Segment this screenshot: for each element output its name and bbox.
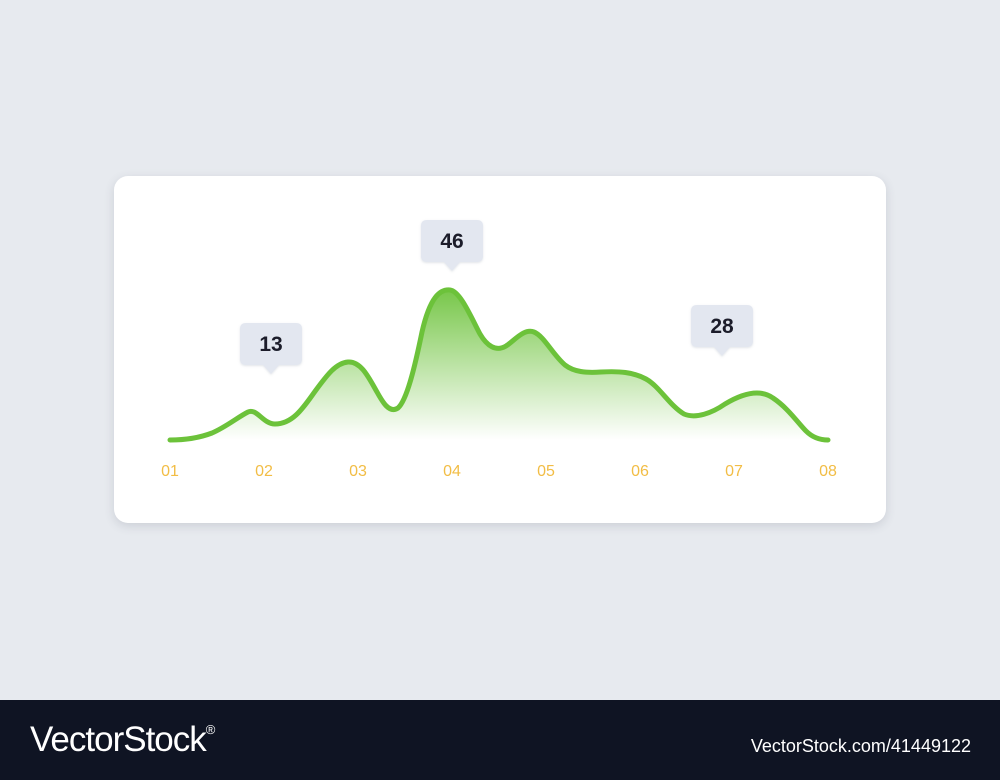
value-callout: 28 [691,305,753,356]
x-tick-label: 01 [161,463,179,480]
x-tick-label: 03 [349,463,367,480]
x-tick-label: 05 [537,463,555,480]
callout-value: 28 [710,315,734,338]
callout-bubble [421,220,483,271]
area-fill [170,289,828,440]
value-callouts: 13 46 28 [240,220,753,374]
callout-bubble [691,305,753,356]
value-callout: 46 [421,220,483,271]
brand-logo: VectorStock® [30,720,216,760]
callout-bubble [240,323,302,374]
trademark-symbol: ® [205,722,216,737]
x-tick-label: 08 [819,463,837,480]
callout-value: 46 [440,230,463,253]
x-axis-ticks: 01 02 03 04 05 06 07 08 [161,463,837,480]
x-tick-label: 07 [725,463,743,480]
footer-bar: VectorStock® VectorStock.com/41449122 [0,700,1000,780]
value-callout: 13 [240,323,302,374]
x-tick-label: 02 [255,463,273,480]
brand-name: VectorStock [30,720,207,759]
x-tick-label: 06 [631,463,649,480]
area-chart: 01 02 03 04 05 06 07 08 13 46 28 [161,220,837,480]
chart-card: 01 02 03 04 05 06 07 08 13 46 28 [114,176,886,523]
image-id: VectorStock.com/41449122 [750,736,971,756]
x-tick-label: 04 [443,463,461,480]
callout-value: 13 [259,333,282,356]
series-line [167,287,831,443]
